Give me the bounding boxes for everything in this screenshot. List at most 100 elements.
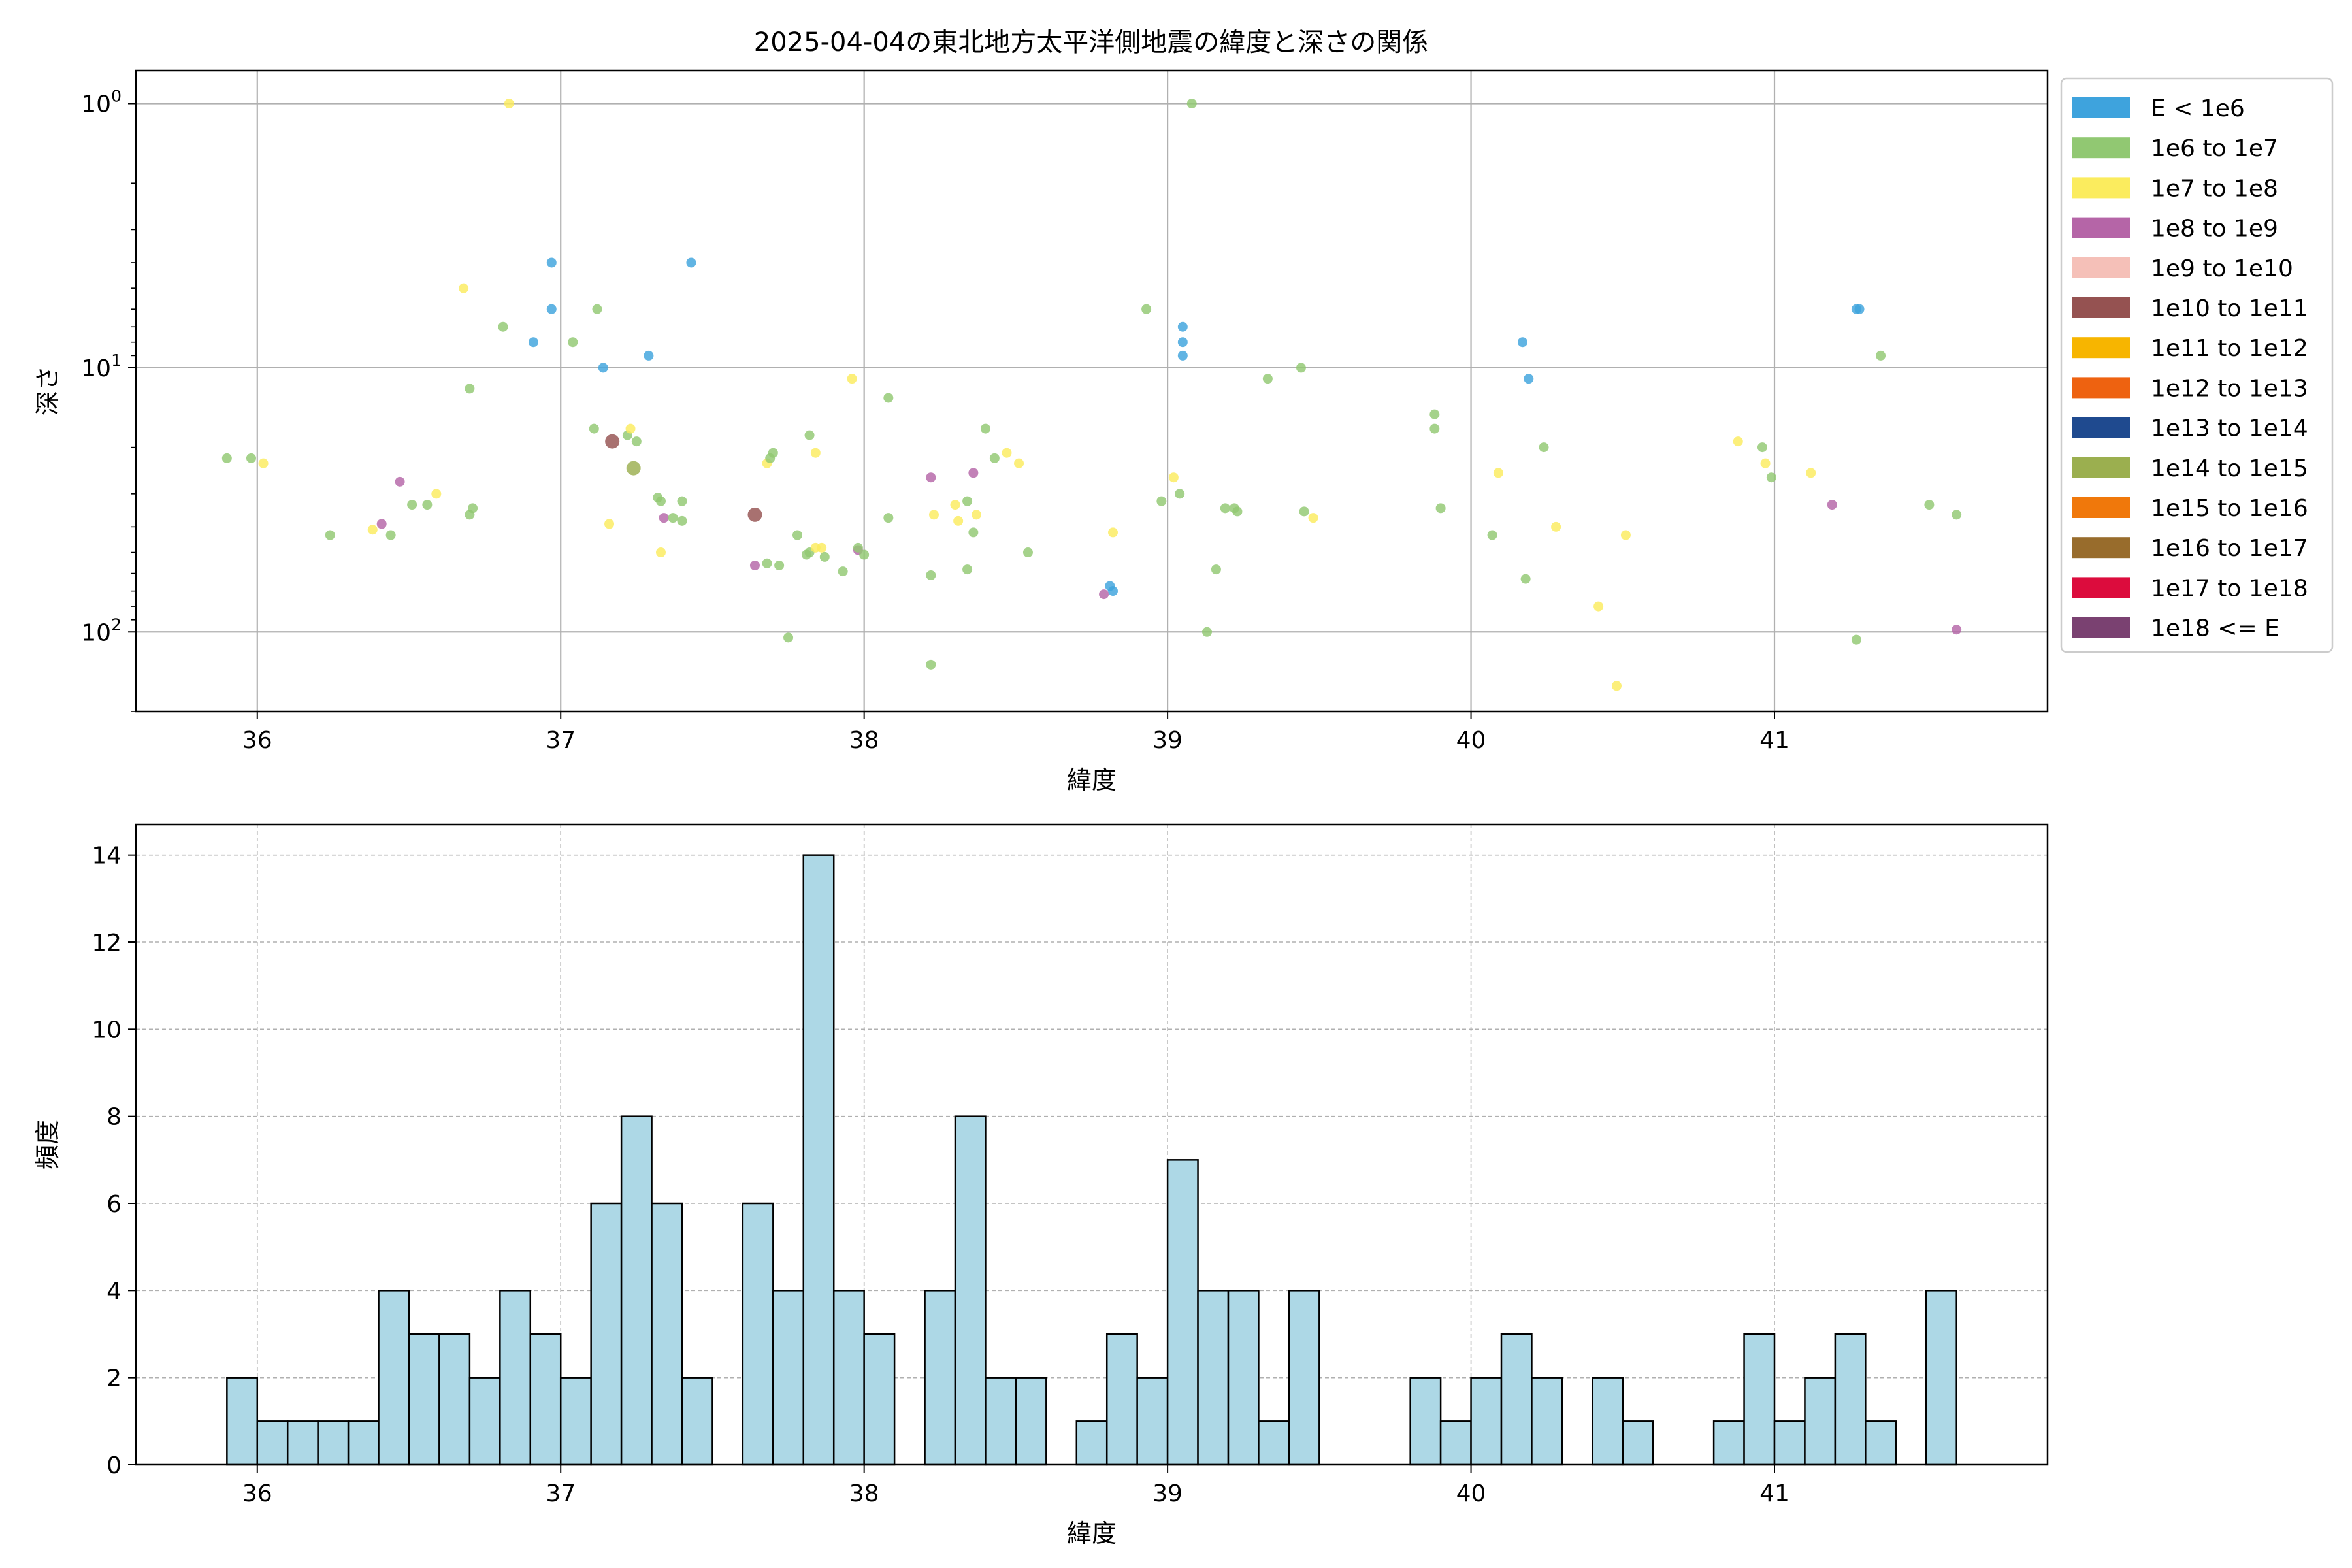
scatter-point [605,434,620,449]
scatter-point [1551,521,1561,532]
scatter-point [1186,99,1197,109]
scatter-point [546,304,557,314]
scatter-point [883,513,894,523]
scatter-point [1854,304,1865,314]
histogram-x-tick-label: 41 [1759,1480,1789,1507]
histogram-bar [1622,1420,1654,1466]
scatter-point [376,519,387,529]
scatter-point [367,525,378,535]
legend-label: 1e6 to 1e7 [2151,135,2278,162]
scatter-x-tick-label: 36 [242,727,272,754]
histogram-bar [1804,1377,1837,1466]
scatter-point [1766,472,1776,483]
scatter-point [1211,564,1221,575]
scatter-point [504,99,514,109]
histogram-bar [1439,1420,1472,1466]
scatter-x-tick-label: 38 [849,727,879,754]
histogram-bar [1773,1420,1806,1466]
scatter-point [968,527,979,538]
scatter-point [1175,489,1185,499]
histogram-bar [559,1377,592,1466]
scatter-point [395,476,405,487]
histogram-bar [742,1202,774,1466]
histogram-bar [1258,1420,1290,1466]
scatter-point [1539,442,1549,453]
scatter-point [950,500,960,510]
scatter-point [385,530,396,540]
scatter-point [246,453,256,463]
scatter-point [677,496,687,506]
histogram-bar [1409,1377,1442,1466]
histogram-bar [378,1290,410,1466]
scatter-point [1924,500,1935,510]
scatter-point [1108,527,1119,538]
legend-label: 1e15 to 1e16 [2151,495,2308,522]
scatter-point [1520,574,1531,584]
scatter-point [1177,350,1188,361]
scatter-point [422,500,433,510]
scatter-panel: 2025-04-04の東北地方太平洋側地震の緯度と深さの関係 36 37 38 39 4… [33,27,2334,794]
scatter-point [792,530,802,540]
scatter-point [1177,321,1188,332]
legend-swatch [2072,177,2130,199]
legend-label: 1e12 to 1e13 [2151,375,2308,402]
scatter-point [1262,374,1273,384]
legend-label: 1e9 to 1e10 [2151,255,2293,282]
scatter-point [592,304,602,314]
scatter-point [1611,681,1622,691]
histogram-bar [681,1377,713,1466]
histogram-y-tick-label: 14 [91,843,122,870]
histogram-bar [1925,1290,1957,1466]
scatter-y-tick-label: 100 [81,87,122,118]
histogram-x-tick-label: 37 [546,1480,576,1507]
scatter-point [749,560,760,570]
chart-title: 2025-04-04の東北地方太平洋側地震の緯度と深さの関係 [754,27,1428,57]
scatter-point [1524,374,1534,384]
histogram-bar [924,1290,956,1466]
scatter-point [810,448,821,458]
scatter-x-tick-label: 40 [1456,727,1486,754]
legend-label: 1e14 to 1e15 [2151,455,2308,482]
histogram-bar [1197,1290,1230,1466]
histogram-bar [529,1333,562,1466]
scatter-point [659,513,669,523]
legend-label: 1e17 to 1e18 [2151,575,2308,602]
scatter-point [1108,586,1119,596]
legend-swatch [2072,457,2130,478]
histogram-bar [347,1420,380,1466]
legend: E < 1e6 1e6 to 1e7 1e7 to 1e8 1e8 to 1e9 1e9… [2060,77,2334,653]
scatter-point [1201,627,1212,637]
scatter-point [1487,530,1497,540]
scatter-point [625,423,636,434]
histogram-plot-frame [135,823,2049,1466]
scatter-point [1806,468,1816,478]
histogram-y-tick-label: 6 [106,1191,122,1218]
scatter-y-tick-label: 101 [81,351,122,382]
scatter-point [838,566,848,577]
histogram-bar [1227,1290,1260,1466]
histogram-x-axis-label: 緯度 [1067,1519,1117,1548]
scatter-x-tick-label: 37 [546,727,576,754]
legend-swatch [2072,417,2130,438]
scatter-point [853,542,863,553]
scatter-grid [136,71,2048,711]
legend-label: 1e11 to 1e12 [2151,335,2308,362]
legend-swatch [2072,297,2130,318]
scatter-point [604,519,615,529]
scatter-point [972,510,982,520]
histogram-bar [985,1377,1017,1466]
legend-label: 1e16 to 1e17 [2151,535,2308,562]
legend-swatch [2072,337,2130,359]
histogram-bar [1743,1333,1776,1466]
scatter-point [668,513,678,523]
scatter-x-tick-label: 41 [1759,727,1789,754]
scatter-point [1757,442,1767,453]
scatter-point [498,321,508,332]
scatter-point [1177,337,1188,348]
histogram-x-tick-label: 38 [849,1480,879,1507]
scatter-point [962,564,973,575]
legend-swatch [2072,137,2130,159]
histogram-bar [438,1333,471,1466]
histogram-y-tick-label: 8 [106,1104,122,1131]
